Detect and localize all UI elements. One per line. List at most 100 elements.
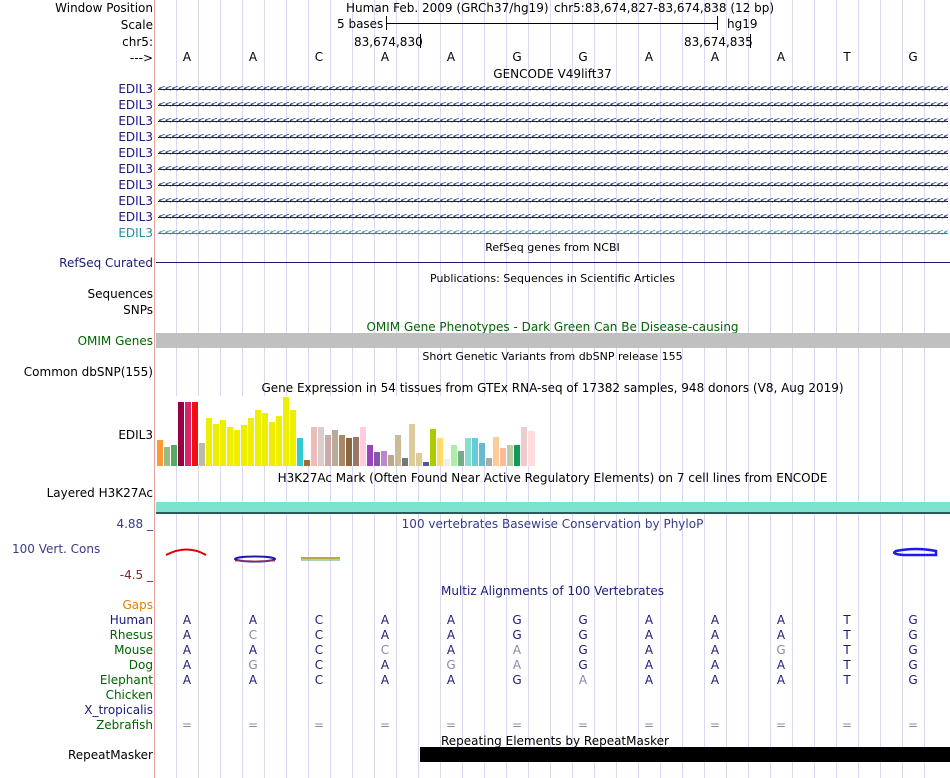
gtex-tissue-bar[interactable] xyxy=(248,418,255,466)
gtex-tissue-bar[interactable] xyxy=(339,435,346,466)
species-label[interactable]: Dog xyxy=(128,658,153,672)
omim-label[interactable]: OMIM Genes xyxy=(77,334,153,348)
species-label[interactable]: Elephant xyxy=(99,673,153,687)
gtex-tissue-bar[interactable] xyxy=(458,451,465,466)
species-label[interactable]: Zebrafish xyxy=(96,718,153,732)
gtex-tissue-bar[interactable] xyxy=(178,402,185,466)
gtex-tissue-bar[interactable] xyxy=(199,443,206,466)
gencode-title[interactable]: GENCODE V49lift37 xyxy=(493,67,612,81)
repeatmasker-label[interactable]: RepeatMasker xyxy=(67,748,153,762)
h3k27ac-label[interactable]: Layered H3K27Ac xyxy=(46,486,153,500)
gtex-tissue-bar[interactable] xyxy=(374,452,381,466)
gtex-tissue-bar[interactable] xyxy=(206,418,213,466)
gtex-tissue-bar[interactable] xyxy=(255,410,262,466)
publications-title[interactable]: Publications: Sequences in Scientific Ar… xyxy=(430,272,675,285)
gtex-tissue-bar[interactable] xyxy=(262,413,269,466)
gtex-tissue-bar[interactable] xyxy=(311,427,318,466)
gtex-tissue-bar[interactable] xyxy=(192,402,199,466)
gtex-tissue-bar[interactable] xyxy=(472,438,479,466)
gtex-tissue-bar[interactable] xyxy=(479,443,486,466)
conservation-label[interactable]: 100 Vert. Cons xyxy=(12,542,101,556)
gtex-tissue-bar[interactable] xyxy=(269,422,276,466)
refseq-gene-line[interactable] xyxy=(156,262,950,263)
assembly-text[interactable]: Human Feb. 2009 (GRCh37/hg19) xyxy=(346,1,549,15)
gtex-tissue-bar[interactable] xyxy=(241,425,248,466)
repeatmasker-title[interactable]: Repeating Elements by RepeatMasker xyxy=(441,734,669,748)
position-text[interactable]: chr5:83,674,827-83,674,838 (12 bp) xyxy=(554,1,775,15)
gtex-tissue-bar[interactable] xyxy=(290,410,297,466)
transcript-label[interactable]: EDIL3 xyxy=(118,114,153,128)
repeat-element-bar[interactable] xyxy=(420,747,950,762)
transcript-label[interactable]: EDIL3 xyxy=(118,178,153,192)
omim-bar[interactable] xyxy=(156,333,950,348)
gtex-tissue-bar[interactable] xyxy=(430,429,437,466)
species-label[interactable]: X_tropicalis xyxy=(84,703,153,717)
gtex-tissue-bar[interactable] xyxy=(171,445,178,466)
gtex-tissue-bar[interactable] xyxy=(367,445,374,466)
multiz-title[interactable]: Multiz Alignments of 100 Vertebrates xyxy=(440,584,665,598)
gtex-tissue-bar[interactable] xyxy=(528,431,535,466)
gtex-tissue-bar[interactable] xyxy=(157,440,164,466)
gtex-tissue-bar[interactable] xyxy=(304,460,311,466)
gtex-tissue-bar[interactable] xyxy=(283,397,290,466)
gtex-tissue-bar[interactable] xyxy=(507,445,514,466)
gtex-tissue-bar[interactable] xyxy=(325,435,332,466)
species-label[interactable]: Human xyxy=(109,613,153,627)
conservation-logos[interactable] xyxy=(156,542,950,568)
gtex-tissue-bar[interactable] xyxy=(220,420,227,466)
h3k27ac-signal[interactable] xyxy=(156,502,950,512)
gtex-tissue-bar[interactable] xyxy=(395,435,402,466)
gtex-tissue-bar[interactable] xyxy=(185,402,192,466)
transcript-label[interactable]: EDIL3 xyxy=(118,98,153,112)
gtex-tissue-bar[interactable] xyxy=(227,427,234,466)
gtex-tissue-bar[interactable] xyxy=(465,438,472,466)
gtex-tissue-bar[interactable] xyxy=(353,437,360,466)
transcript-label[interactable]: EDIL3 xyxy=(118,130,153,144)
gtex-bar-chart[interactable] xyxy=(156,396,536,466)
transcript-label[interactable]: EDIL3 xyxy=(118,82,153,96)
gtex-tissue-bar[interactable] xyxy=(500,448,507,466)
dbsnp-title[interactable]: Short Genetic Variants from dbSNP releas… xyxy=(422,350,683,363)
transcript-label[interactable]: EDIL3 xyxy=(118,162,153,176)
species-label[interactable]: Rhesus xyxy=(109,628,153,642)
transcript-label[interactable]: EDIL3 xyxy=(118,226,153,240)
gtex-tissue-bar[interactable] xyxy=(514,445,521,466)
refseq-label[interactable]: RefSeq Curated xyxy=(59,256,153,270)
gtex-tissue-bar[interactable] xyxy=(297,438,304,466)
gtex-tissue-bar[interactable] xyxy=(437,438,444,466)
gtex-tissue-bar[interactable] xyxy=(234,430,241,466)
gtex-tissue-bar[interactable] xyxy=(164,447,171,466)
omim-title[interactable]: OMIM Gene Phenotypes - Dark Green Can Be… xyxy=(366,320,739,334)
gtex-tissue-bar[interactable] xyxy=(213,424,220,466)
gtex-tissue-bar[interactable] xyxy=(346,438,353,466)
gtex-tissue-bar[interactable] xyxy=(451,445,458,466)
refseq-title[interactable]: RefSeq genes from NCBI xyxy=(485,241,620,254)
species-label[interactable]: Mouse xyxy=(114,643,153,657)
gaps-label[interactable]: Gaps xyxy=(122,598,153,612)
transcript-label[interactable]: EDIL3 xyxy=(118,210,153,224)
species-label[interactable]: Chicken xyxy=(105,688,153,702)
gtex-tissue-bar[interactable] xyxy=(388,455,395,466)
h3k27ac-title[interactable]: H3K27Ac Mark (Often Found Near Active Re… xyxy=(277,471,828,485)
conservation-title[interactable]: 100 vertebrates Basewise Conservation by… xyxy=(401,517,704,531)
gtex-tissue-bar[interactable] xyxy=(360,427,367,466)
gtex-tissue-bar[interactable] xyxy=(486,458,493,466)
gtex-title[interactable]: Gene Expression in 54 tissues from GTEx … xyxy=(261,381,844,395)
gtex-tissue-bar[interactable] xyxy=(318,427,325,466)
snps-label[interactable]: SNPs xyxy=(123,303,153,317)
gtex-tissue-bar[interactable] xyxy=(402,458,409,466)
gtex-tissue-bar[interactable] xyxy=(521,427,528,466)
dbsnp-label[interactable]: Common dbSNP(155) xyxy=(23,365,153,379)
gtex-tissue-bar[interactable] xyxy=(493,437,500,466)
gtex-label[interactable]: EDIL3 xyxy=(118,428,153,442)
gtex-tissue-bar[interactable] xyxy=(423,462,430,466)
transcript-label[interactable]: EDIL3 xyxy=(118,194,153,208)
sequences-label[interactable]: Sequences xyxy=(87,287,153,301)
gtex-tissue-bar[interactable] xyxy=(409,424,416,466)
transcript-label[interactable]: EDIL3 xyxy=(118,146,153,160)
gtex-tissue-bar[interactable] xyxy=(444,459,451,466)
gtex-tissue-bar[interactable] xyxy=(332,430,339,466)
gtex-tissue-bar[interactable] xyxy=(276,416,283,466)
gtex-tissue-bar[interactable] xyxy=(416,453,423,466)
gtex-tissue-bar[interactable] xyxy=(381,451,388,466)
